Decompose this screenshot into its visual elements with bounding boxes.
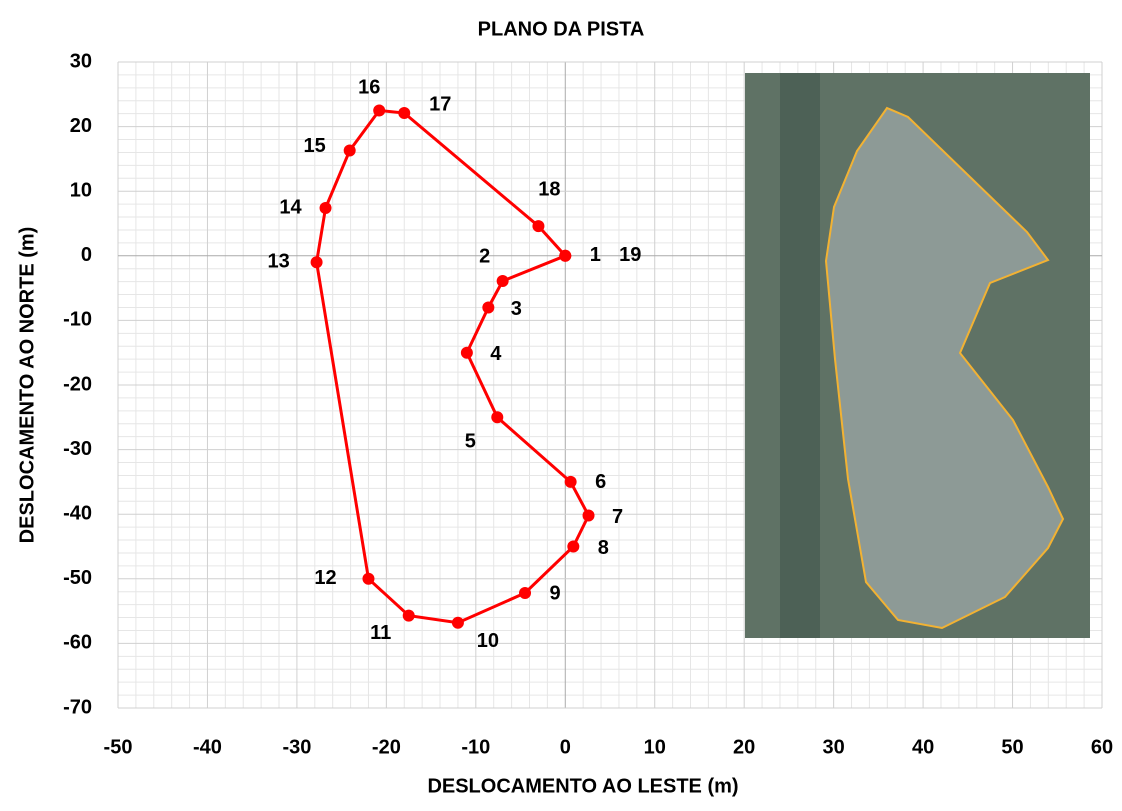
point-label: 14 <box>279 196 302 218</box>
x-tick-label: -20 <box>372 736 401 758</box>
y-tick-label: -70 <box>63 696 92 718</box>
point-marker <box>362 573 374 585</box>
point-label: 17 <box>429 93 451 115</box>
x-tick-label: 50 <box>1001 736 1023 758</box>
point-marker <box>403 610 415 622</box>
point-label: 1 <box>590 244 601 266</box>
x-tick-label: -30 <box>282 736 311 758</box>
x-tick-label: -50 <box>104 736 133 758</box>
point-marker <box>565 476 577 488</box>
x-axis-label: DESLOCAMENTO AO LESTE (m) <box>427 775 738 797</box>
point-label: 16 <box>358 77 380 99</box>
y-tick-label: -60 <box>63 632 92 654</box>
point-marker <box>398 107 410 119</box>
point-label: 19 <box>619 244 641 266</box>
y-tick-label: -50 <box>63 567 92 589</box>
x-tick-label: 20 <box>733 736 755 758</box>
y-tick-label: 0 <box>81 244 92 266</box>
x-tick-label: 10 <box>644 736 666 758</box>
point-label: 12 <box>314 567 336 589</box>
point-marker <box>567 541 579 553</box>
point-marker <box>452 617 464 629</box>
x-tick-label: 60 <box>1091 736 1113 758</box>
point-label: 9 <box>549 582 560 604</box>
y-tick-label: -40 <box>63 502 92 524</box>
point-marker <box>559 250 571 262</box>
point-label: 13 <box>267 251 289 273</box>
image-water <box>780 73 820 638</box>
point-marker <box>373 104 385 116</box>
point-marker <box>519 587 531 599</box>
point-label: 15 <box>304 135 326 157</box>
point-label: 18 <box>538 178 560 200</box>
point-label: 11 <box>370 622 391 644</box>
point-marker <box>461 347 473 359</box>
point-label: 6 <box>595 471 606 493</box>
point-label: 10 <box>477 630 499 652</box>
point-label: 3 <box>511 298 522 320</box>
point-label: 5 <box>465 431 476 453</box>
point-marker <box>532 220 544 232</box>
point-marker <box>491 411 503 423</box>
point-marker <box>311 256 323 268</box>
x-tick-label: -10 <box>461 736 490 758</box>
photo <box>745 73 1090 638</box>
point-label: 4 <box>490 343 502 365</box>
x-tick-label: -40 <box>193 736 222 758</box>
point-marker <box>344 145 356 157</box>
point-marker <box>497 275 509 287</box>
y-tick-label: -10 <box>63 309 92 331</box>
y-tick-label: 10 <box>70 179 92 201</box>
y-tick-label: 30 <box>70 50 92 72</box>
point-marker <box>320 202 332 214</box>
chart-title: PLANO DA PISTA <box>478 18 645 40</box>
point-marker <box>583 509 595 521</box>
point-label: 2 <box>479 245 490 267</box>
y-tick-label: 20 <box>70 115 92 137</box>
x-tick-label: 30 <box>823 736 845 758</box>
point-label: 7 <box>612 506 623 528</box>
x-tick-label: 0 <box>560 736 571 758</box>
y-tick-label: -20 <box>63 373 92 395</box>
chart: PLANO DA PISTA DESLOCAMENTO AO LESTE (m)… <box>0 0 1122 806</box>
x-tick-label: 40 <box>912 736 934 758</box>
point-marker <box>482 301 494 313</box>
point-label: 8 <box>598 537 609 559</box>
y-axis-label: DESLOCAMENTO AO NORTE (m) <box>16 227 38 544</box>
y-tick-label: -30 <box>63 438 92 460</box>
